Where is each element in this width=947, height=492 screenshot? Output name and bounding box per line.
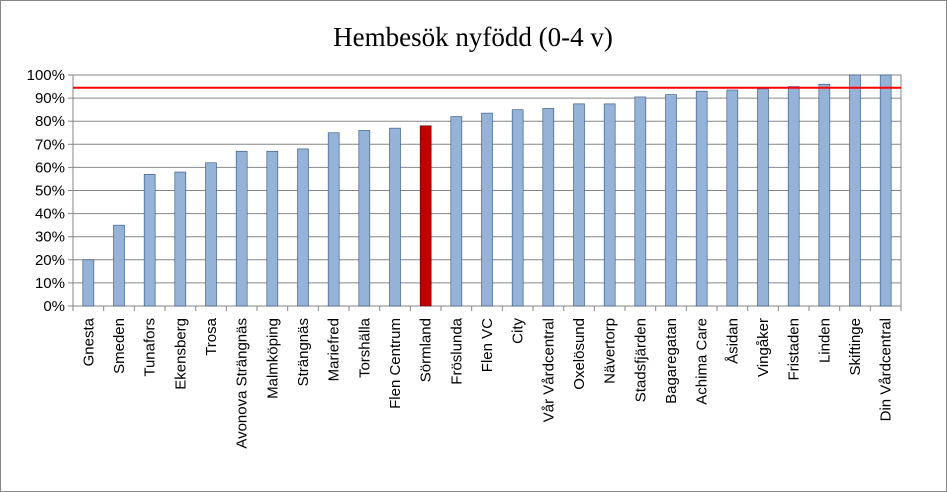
x-category-label: Oxelösund bbox=[571, 318, 588, 390]
x-category-label: Gnesta bbox=[80, 317, 97, 366]
x-category-label: Åsidan bbox=[724, 318, 741, 364]
x-category-label: Torshälla bbox=[356, 317, 373, 378]
bar bbox=[266, 150, 279, 307]
y-tick-label: 20% bbox=[35, 252, 65, 269]
x-category-label: Nävertorp bbox=[602, 318, 619, 384]
x-category-label: Stadsfjärden bbox=[632, 318, 649, 402]
x-category-label: Strängnäs bbox=[295, 318, 312, 386]
bar bbox=[205, 162, 217, 307]
bar bbox=[143, 174, 156, 307]
x-category-label: Malmköping bbox=[264, 318, 281, 399]
x-category-label: Fristaden bbox=[786, 318, 803, 381]
bar bbox=[450, 116, 463, 307]
bar bbox=[665, 94, 677, 307]
bar bbox=[818, 83, 831, 307]
y-tick-label: 30% bbox=[35, 229, 65, 246]
bar-highlight bbox=[419, 125, 432, 307]
x-category-label: Achima Care bbox=[694, 318, 711, 405]
x-category-label: Flen VC bbox=[479, 318, 496, 372]
plot-area: 0% 10% 20% 30% 40% 50% 60% 70% 80% 90% 100% Gnesta S… bbox=[27, 67, 902, 449]
x-category-label: Ekensberg bbox=[172, 318, 189, 390]
bar bbox=[603, 103, 616, 307]
x-category-label: Trosa bbox=[203, 317, 220, 355]
x-category-label: Vår Vårdcentral bbox=[540, 318, 557, 422]
y-tick-label: 60% bbox=[35, 159, 65, 176]
bar bbox=[879, 74, 892, 307]
x-category-label: Din Vårdcentral bbox=[878, 318, 895, 421]
x-category-label: Tunafors bbox=[142, 318, 159, 377]
y-tick-label: 50% bbox=[35, 183, 65, 200]
bar bbox=[174, 171, 187, 307]
y-tick-label: 90% bbox=[35, 90, 65, 107]
x-category-label: Flen Centrum bbox=[387, 318, 404, 409]
x-category-label: Bagaregatan bbox=[663, 318, 680, 404]
bar bbox=[849, 74, 861, 307]
y-tick-label: 0% bbox=[43, 298, 65, 315]
y-tick-label: 40% bbox=[35, 206, 65, 223]
bar bbox=[511, 109, 524, 307]
x-category-label: Mariefred bbox=[326, 318, 343, 381]
bar bbox=[695, 90, 708, 307]
y-tick-label: 80% bbox=[35, 113, 65, 130]
x-category-label: Linden bbox=[816, 318, 833, 363]
bar bbox=[634, 96, 647, 307]
bar bbox=[235, 150, 248, 307]
bar bbox=[757, 88, 769, 307]
bar bbox=[113, 224, 125, 307]
bar bbox=[481, 112, 493, 307]
x-category-label: Sörmland bbox=[418, 318, 435, 382]
bar bbox=[297, 148, 309, 307]
bar bbox=[389, 127, 401, 307]
y-tick-label: 70% bbox=[35, 136, 65, 153]
x-category-label: Fröslunda bbox=[448, 317, 465, 384]
bar bbox=[573, 103, 585, 307]
bar bbox=[542, 108, 555, 307]
chart-title: Hembesök nyfödd (0-4 v) bbox=[333, 22, 613, 52]
bar bbox=[787, 86, 800, 307]
x-category-label: Skiftinge bbox=[847, 318, 864, 376]
x-category-label: Avonova Strängnäs bbox=[234, 318, 251, 449]
bar bbox=[358, 130, 371, 307]
x-category-label: Smeden bbox=[111, 318, 128, 374]
x-category-label: City bbox=[510, 318, 527, 344]
bar bbox=[82, 259, 95, 307]
bar bbox=[327, 132, 340, 307]
bar bbox=[726, 89, 739, 307]
x-category-label: Vingåker bbox=[755, 318, 772, 377]
y-tick-label: 100% bbox=[27, 67, 65, 84]
y-tick-label: 10% bbox=[35, 275, 65, 292]
